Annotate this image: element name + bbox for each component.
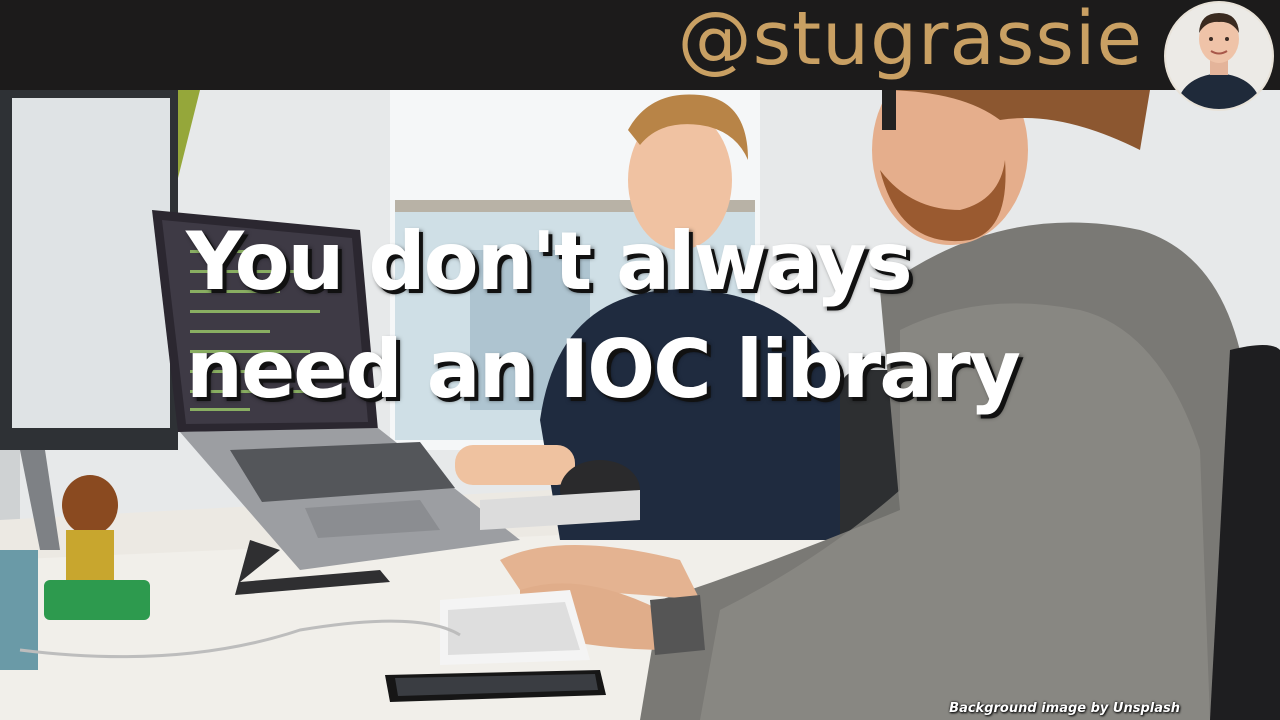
slide-title-line-2: need an IOC library: [186, 323, 1021, 416]
image-credit: Background image by Unsplash: [949, 701, 1180, 716]
office-scene-image: [0, 90, 1280, 720]
slide-title: You don't always need an IOC library: [186, 208, 1146, 424]
avatar: [1164, 1, 1274, 111]
slide-title-line-1: You don't always: [186, 215, 913, 308]
profile-photo-icon: [1166, 3, 1272, 109]
header-bar: @stugrassie: [0, 0, 1280, 90]
twitter-handle: @stugrassie: [677, 0, 1143, 82]
background-photo: [0, 90, 1280, 720]
